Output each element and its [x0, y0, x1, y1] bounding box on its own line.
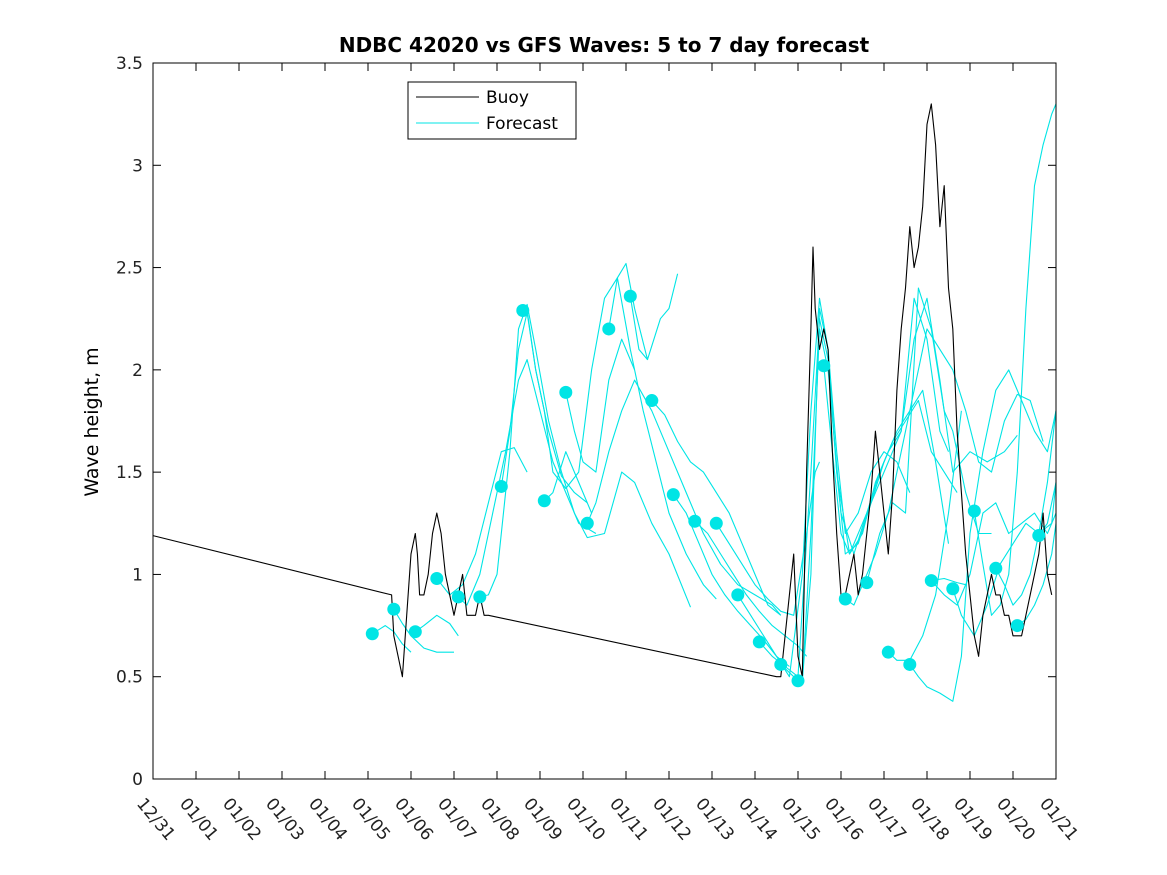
forecast-series-line	[651, 400, 782, 616]
forecast-series-line	[629, 273, 679, 361]
forecast-start-marker	[408, 625, 422, 639]
forecast-start-marker	[752, 635, 766, 649]
forecast-series-line	[931, 577, 966, 586]
forecast-series-line	[823, 297, 1018, 555]
forecast-start-marker	[860, 576, 874, 590]
forecast-start-marker	[688, 514, 702, 528]
forecast-start-marker	[1032, 529, 1046, 543]
forecast-start-marker	[838, 592, 852, 606]
forecast-series-line	[694, 520, 808, 657]
y-tick-label: 0	[132, 770, 143, 790]
forecast-series-line	[930, 502, 1057, 606]
forecast-start-marker	[537, 494, 551, 508]
forecast-series-line	[780, 328, 958, 682]
legend-box	[407, 81, 577, 140]
forecast-series-line	[887, 410, 962, 661]
y-tick-label: 2.5	[116, 259, 143, 279]
legend: Buoy Forecast	[407, 81, 577, 140]
forecast-start-marker	[967, 504, 981, 518]
forecast-start-marker	[924, 574, 938, 588]
forecast-series-line	[436, 447, 528, 596]
forecast-start-marker	[559, 385, 573, 399]
forecast-start-marker	[516, 304, 530, 318]
forecast-series-line	[479, 303, 692, 608]
series-lines	[152, 103, 1057, 702]
forecast-series-line	[526, 277, 717, 600]
forecast-series-line	[414, 614, 459, 637]
forecast-series-line	[973, 103, 1057, 616]
forecast-start-marker	[387, 602, 401, 616]
forecast-series-line	[952, 482, 1057, 637]
forecast-start-marker	[623, 289, 637, 303]
y-tick-label: 2	[132, 361, 143, 381]
y-axis-label: Wave height, m	[81, 347, 103, 496]
forecast-series-line	[393, 608, 454, 653]
forecast-start-marker	[365, 627, 379, 641]
forecast-start-marker	[494, 479, 508, 493]
forecast-start-marker	[817, 359, 831, 373]
forecast-series-line	[543, 451, 593, 514]
forecast-series-line	[995, 410, 1057, 606]
forecast-start-marker	[774, 657, 788, 671]
y-tick-label: 1	[132, 565, 143, 585]
forecast-series-line	[909, 369, 1057, 702]
plot-frame	[152, 62, 1057, 780]
forecast-start-marker	[989, 561, 1003, 575]
forecast-start-marker	[602, 322, 616, 336]
forecast-series-line	[586, 379, 782, 616]
y-tick-label: 3	[132, 156, 143, 176]
forecast-series-line	[715, 461, 821, 616]
legend-buoy-label: Buoy	[486, 88, 529, 108]
chart-title: NDBC 42020 vs GFS Waves: 5 to 7 day fore…	[339, 33, 870, 57]
forecast-start-marker	[946, 582, 960, 596]
forecast-start-marker	[881, 645, 895, 659]
forecast-start-marker	[645, 394, 659, 408]
forecast-start-marker	[731, 588, 745, 602]
forecast-series-line	[758, 318, 950, 678]
forecast-start-marker	[903, 657, 917, 671]
legend-forecast-label: Forecast	[486, 114, 558, 134]
y-tick-label: 3.5	[116, 54, 143, 74]
forecast-start-marker	[473, 590, 487, 604]
y-tick-label: 0.5	[116, 668, 143, 688]
forecast-series-line	[565, 338, 636, 473]
forecast-markers	[365, 289, 1046, 688]
forecast-start-marker	[451, 590, 465, 604]
forecast-series-line	[672, 494, 790, 667]
forecast-start-marker	[791, 674, 805, 688]
forecast-series-line	[457, 359, 597, 606]
forecast-start-marker	[709, 516, 723, 530]
forecast-start-marker	[430, 572, 444, 586]
y-tick-label: 1.5	[116, 463, 143, 483]
forecast-series-line	[608, 262, 649, 360]
forecast-start-marker	[580, 516, 594, 530]
forecast-start-marker	[666, 488, 680, 502]
forecast-start-marker	[1010, 619, 1024, 633]
forecast-series-line	[737, 297, 911, 678]
buoy-series-line	[152, 103, 1053, 678]
